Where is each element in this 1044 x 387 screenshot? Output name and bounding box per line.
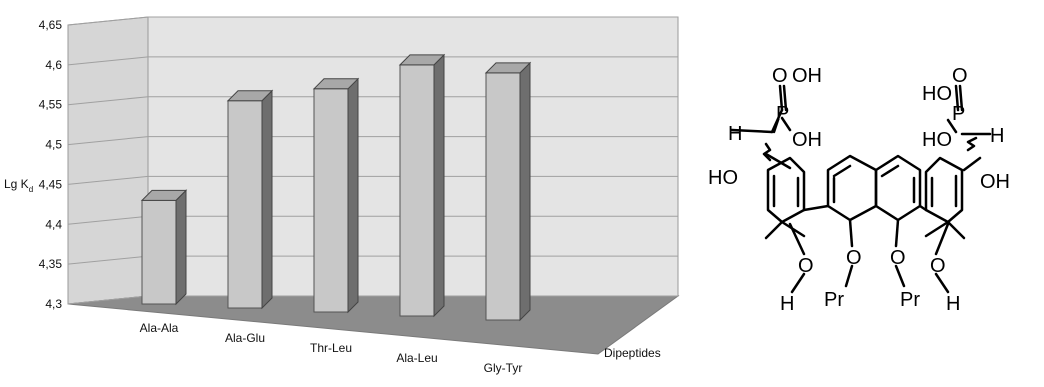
atom-o-left: O xyxy=(772,65,788,87)
molecule-bonds xyxy=(730,84,992,294)
bar-top xyxy=(140,189,188,201)
y-tick-label: 4,35 xyxy=(39,257,63,271)
gridline-side xyxy=(67,295,149,305)
bar-side xyxy=(433,53,445,318)
bar-side xyxy=(347,77,359,314)
y-tick-label: 4,55 xyxy=(39,98,63,112)
x-axis-title: Dipeptides xyxy=(604,346,661,360)
y-tick-label: 4,5 xyxy=(45,138,62,152)
atom-h-right: H xyxy=(990,125,1004,147)
molecule-labels: O OH P OH H HO O HO P H HO OH O O O O H … xyxy=(708,65,1010,315)
atom-ho-right-2: HO xyxy=(922,129,952,151)
gridline-side xyxy=(67,215,149,225)
y-tick-label: 4,6 xyxy=(45,58,62,72)
y-axis-ticks: 4,3 4,35 4,4 4,45 4,5 4,55 4,6 4,65 xyxy=(39,18,63,311)
atom-h-bottom-right: H xyxy=(946,293,960,315)
gridline-side xyxy=(67,255,149,265)
x-category-label: Ala-Ala xyxy=(140,321,179,335)
calixarene-structure: O OH P OH H HO O HO P H HO OH O O O O H … xyxy=(708,65,1010,315)
atom-o-right: O xyxy=(952,65,968,87)
bar-side xyxy=(519,61,531,322)
gridline-side xyxy=(67,96,149,106)
atom-o-4: O xyxy=(930,255,946,277)
atom-h-left: H xyxy=(728,123,742,145)
y-axis-title: Lg Kd xyxy=(4,177,33,194)
x-category-label: Ala-Leu xyxy=(396,351,437,365)
x-category-label: Gly-Tyr xyxy=(484,361,523,375)
chart-side-wall xyxy=(67,16,149,305)
atom-p-left: P xyxy=(776,103,789,125)
y-tick-label: 4,65 xyxy=(39,18,63,32)
bar xyxy=(226,89,274,310)
atom-h-bottom-left: H xyxy=(780,293,794,315)
gridline-side xyxy=(67,56,149,66)
atom-o-2: O xyxy=(846,247,862,269)
x-category-label: Ala-Glu xyxy=(225,331,265,345)
atom-p-right: P xyxy=(952,103,965,125)
atom-oh-left-1: OH xyxy=(792,65,822,87)
bar-top xyxy=(226,90,274,102)
bar-side xyxy=(261,89,273,310)
bar-top xyxy=(398,54,446,66)
y-tick-label: 4,45 xyxy=(39,177,63,191)
atom-o-3: O xyxy=(890,247,906,269)
atom-ho-left: HO xyxy=(708,167,738,189)
bar xyxy=(398,53,446,318)
x-category-label: Thr-Leu xyxy=(310,341,352,355)
gridline-side xyxy=(67,16,149,26)
x-axis-categories: Ala-Ala Ala-Glu Thr-Leu Ala-Leu Gly-Tyr xyxy=(140,321,523,375)
bar xyxy=(312,77,360,314)
atom-oh-right: OH xyxy=(980,171,1010,193)
atom-oh-left-2: OH xyxy=(792,129,822,151)
bar-front xyxy=(227,100,263,309)
y-tick-label: 4,4 xyxy=(45,217,62,231)
bar-front xyxy=(313,88,349,313)
bar-chart: 4,34,354,44,454,54,554,64,65 Ala-AlaAla-… xyxy=(4,16,680,375)
atom-o-1: O xyxy=(798,255,814,277)
bar-front xyxy=(141,199,177,305)
bar-top xyxy=(484,62,532,74)
y-tick-label: 4,3 xyxy=(45,297,62,311)
bar-front xyxy=(399,64,435,317)
atom-pr-2: Pr xyxy=(900,289,920,311)
atom-pr-1: Pr xyxy=(824,289,844,311)
bar xyxy=(484,61,532,322)
atom-ho-right-1: HO xyxy=(922,83,952,105)
chart-bars xyxy=(140,53,532,322)
bar-side xyxy=(175,189,187,306)
gridline-side xyxy=(67,175,149,185)
bar-top xyxy=(312,78,360,90)
gridline-side xyxy=(67,136,149,146)
bar xyxy=(140,189,188,306)
bar-front xyxy=(485,72,521,321)
